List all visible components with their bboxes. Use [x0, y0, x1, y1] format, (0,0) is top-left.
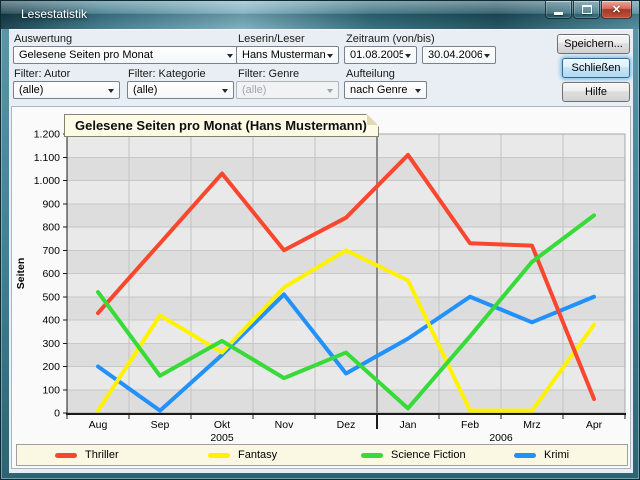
legend-swatch — [208, 452, 230, 458]
zeitraum-bis-value: 30.04.2006 — [428, 49, 482, 61]
speichern-button[interactable]: Speichern... — [557, 34, 630, 54]
series-line-science-fiction — [96, 213, 596, 411]
chart-legend: Thriller Fantasy Science Fiction Krimi — [16, 444, 628, 466]
legend-item-thriller: Thriller — [55, 445, 119, 465]
chevron-down-icon — [227, 54, 233, 58]
y-tick-label: 700 — [42, 245, 60, 257]
auswertung-value: Gelesene Seiten pro Monat — [19, 49, 153, 61]
leser-value: Hans Mustermann — [242, 49, 325, 61]
y-tick-label: 800 — [42, 222, 60, 234]
legend-item-science-fiction: Science Fiction — [361, 445, 466, 465]
x-tick-label: Mrz — [523, 419, 541, 431]
filter-autor-label: Filter: Autor — [14, 68, 71, 80]
y-axis-title: Seiten — [15, 258, 27, 290]
legend-swatch — [55, 452, 77, 458]
close-icon: ✕ — [611, 3, 622, 16]
legend-swatch — [361, 452, 383, 458]
x-tick-label: Okt — [214, 419, 230, 431]
plot-band — [67, 157, 625, 181]
aufteilung-value: nach Genre — [350, 84, 408, 96]
x-tick-label: Nov — [275, 419, 294, 431]
plot-band — [67, 227, 625, 251]
plot-band — [67, 366, 625, 390]
zeitraum-bis-select[interactable]: 30.04.2006 — [422, 46, 496, 64]
y-tick-label: 0 — [54, 408, 60, 420]
auswertung-select[interactable]: Gelesene Seiten pro Monat — [13, 46, 239, 64]
plot-band — [67, 250, 625, 274]
legend-label: Fantasy — [238, 449, 278, 461]
legend-label: Science Fiction — [391, 449, 466, 461]
filter-autor-value: (alle) — [19, 84, 44, 96]
zeitraum-von-select[interactable]: 01.08.2005 — [344, 46, 417, 64]
x-tick-label: Feb — [461, 419, 479, 431]
chevron-down-icon — [484, 54, 490, 58]
chevron-down-icon — [405, 54, 411, 58]
titlebar[interactable]: Lesestatistik ✕ — [1, 1, 639, 29]
schliessen-button[interactable]: Schließen — [562, 58, 630, 78]
filter-genre-value: (alle) — [242, 84, 267, 96]
maximize-icon — [581, 5, 592, 14]
chevron-down-icon — [222, 89, 228, 93]
legend-item-krimi: Krimi — [514, 445, 569, 465]
series-line-krimi — [96, 292, 596, 413]
minimize-button[interactable] — [545, 1, 572, 19]
chevron-down-icon — [108, 89, 114, 93]
aufteilung-select[interactable]: nach Genre — [344, 81, 427, 99]
hilfe-button[interactable]: Hilfe — [562, 82, 630, 102]
legend-swatch — [514, 452, 536, 458]
leser-select[interactable]: Hans Mustermann — [236, 46, 339, 64]
filter-genre-label: Filter: Genre — [238, 68, 300, 80]
x-tick-label: Sep — [151, 419, 170, 431]
plot-band — [67, 320, 625, 344]
auswertung-label: Auswertung — [14, 33, 73, 45]
plot-band — [67, 134, 625, 158]
x-tick-label: Dez — [337, 419, 356, 431]
x-tick-label: Jan — [400, 419, 417, 431]
year-label: 2006 — [489, 432, 513, 444]
y-tick-label: 200 — [42, 361, 60, 373]
zeitraum-von-value: 01.08.2005 — [350, 49, 403, 61]
window-title: Lesestatistik — [21, 7, 88, 21]
filter-kategorie-label: Filter: Kategorie — [128, 68, 206, 80]
close-button[interactable]: ✕ — [601, 1, 632, 19]
plot-band — [67, 389, 625, 413]
y-tick-label: 500 — [42, 291, 60, 303]
dialog-client-area: Auswertung Leserin/Leser Zeitraum (von/b… — [9, 29, 633, 473]
x-tick-label: Aug — [89, 419, 108, 431]
y-tick-label: 300 — [42, 338, 60, 350]
legend-label: Krimi — [544, 449, 570, 461]
leser-label: Leserin/Leser — [238, 33, 305, 45]
zeitraum-label: Zeitraum (von/bis) — [346, 33, 435, 45]
chevron-down-icon — [327, 89, 333, 93]
aufteilung-label: Aufteilung — [346, 68, 395, 80]
y-tick-label: 900 — [42, 198, 60, 210]
legend-label: Thriller — [85, 449, 119, 461]
y-tick-label: 1.200 — [34, 129, 60, 141]
y-tick-label: 400 — [42, 315, 60, 327]
filter-autor-select[interactable]: (alle) — [13, 81, 120, 99]
y-tick-label: 1.000 — [34, 175, 60, 187]
filter-kategorie-select[interactable]: (alle) — [127, 81, 234, 99]
y-tick-label: 100 — [42, 384, 60, 396]
filter-genre-select: (alle) — [236, 81, 339, 99]
chevron-down-icon — [327, 54, 333, 58]
series-line-thriller — [96, 152, 596, 402]
legend-item-fantasy: Fantasy — [208, 445, 277, 465]
maximize-button[interactable] — [573, 1, 600, 19]
year-label: 2005 — [210, 432, 234, 444]
line-chart: Aug Sep Okt Nov Dez Jan Feb Mrz Apr 2005 2006 0 100 2… — [15, 129, 626, 444]
chart-panel: Gelesene Seiten pro Monat (Hans Musterma… — [11, 106, 631, 469]
x-tick-label: Apr — [586, 419, 603, 431]
plot-band — [67, 273, 625, 297]
plot-band — [67, 180, 625, 204]
series-line-fantasy — [96, 248, 596, 413]
chevron-down-icon — [415, 89, 421, 93]
minimize-icon — [554, 11, 563, 15]
y-tick-label: 600 — [42, 268, 60, 280]
y-tick-label: 1.100 — [34, 152, 60, 164]
chart-title: Gelesene Seiten pro Monat (Hans Musterma… — [64, 114, 379, 137]
filter-kategorie-value: (alle) — [133, 84, 158, 96]
